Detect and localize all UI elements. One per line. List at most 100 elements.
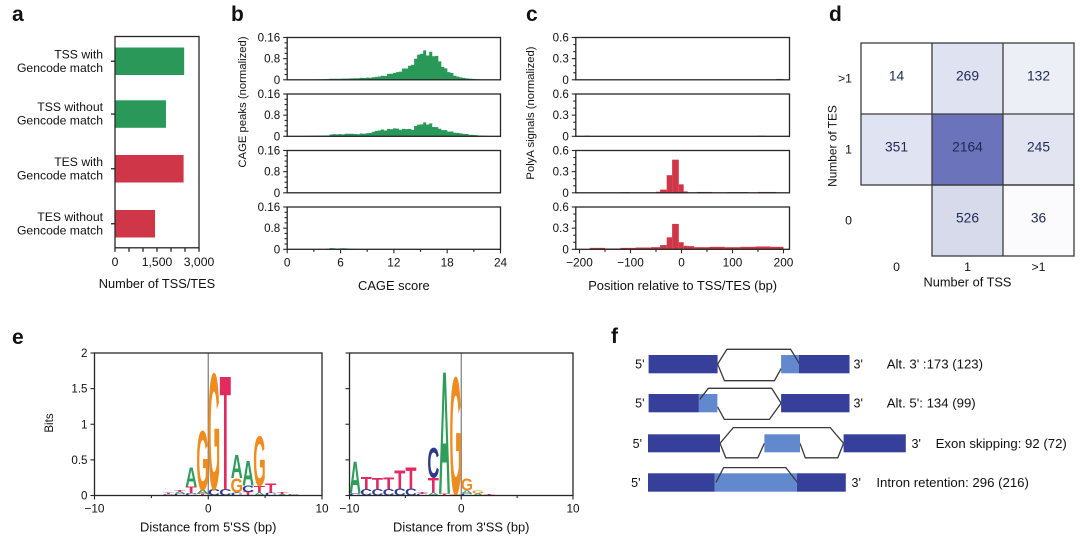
svg-text:T: T (417, 492, 428, 495)
svg-text:TSS with: TSS with (54, 47, 103, 61)
svg-text:G: G (472, 491, 484, 495)
svg-text:2: 2 (81, 347, 87, 360)
svg-text:Number of TES: Number of TES (826, 105, 840, 187)
svg-text:A: A (174, 491, 187, 494)
svg-text:c: c (526, 3, 538, 26)
svg-text:C: C (360, 487, 372, 497)
svg-text:36: 36 (1031, 211, 1047, 226)
svg-text:T: T (394, 466, 405, 495)
svg-text:PolyA signals (normalized): PolyA signals (normalized) (525, 46, 537, 179)
svg-text:C: C (265, 491, 277, 496)
svg-text:G: G (208, 340, 220, 526)
svg-text:6: 6 (337, 255, 344, 269)
svg-text:0.16: 0.16 (258, 145, 281, 158)
svg-text:0: 0 (562, 243, 568, 256)
svg-text:0.5: 0.5 (71, 454, 87, 467)
svg-text:−100: −100 (617, 255, 644, 269)
svg-text:0.6: 0.6 (553, 32, 569, 45)
svg-text:3': 3' (852, 476, 861, 490)
svg-text:0: 0 (562, 187, 568, 200)
svg-text:Distance from 5'SS (bp): Distance from 5'SS (bp) (140, 520, 276, 535)
svg-text:C: C (185, 492, 197, 496)
svg-text:−10: −10 (339, 502, 359, 516)
svg-text:T: T (186, 485, 197, 495)
svg-text:526: 526 (956, 211, 979, 226)
svg-text:0: 0 (458, 502, 465, 516)
svg-text:>1: >1 (1031, 260, 1045, 274)
svg-text:0: 0 (274, 243, 280, 256)
svg-text:A: A (461, 490, 473, 495)
svg-text:0.16: 0.16 (258, 201, 281, 214)
svg-text:G: G (230, 473, 242, 496)
svg-text:Gencode match: Gencode match (17, 114, 103, 128)
svg-text:10: 10 (566, 502, 580, 516)
svg-text:0.6: 0.6 (553, 88, 569, 101)
svg-text:0.8: 0.8 (264, 222, 280, 235)
svg-text:Gencode match: Gencode match (17, 61, 103, 75)
svg-text:G: G (461, 475, 473, 495)
svg-text:Alt. 5': 134 (99): Alt. 5': 134 (99) (887, 396, 976, 411)
svg-text:2164: 2164 (952, 140, 983, 155)
svg-text:C: C (405, 487, 417, 498)
svg-text:0: 0 (284, 255, 291, 269)
svg-text:T: T (383, 474, 395, 493)
svg-text:T: T (174, 490, 185, 493)
svg-text:0.16: 0.16 (258, 32, 281, 45)
svg-text:0.8: 0.8 (264, 53, 280, 66)
svg-text:C: C (371, 487, 383, 497)
svg-text:100: 100 (723, 255, 743, 269)
svg-text:A: A (231, 448, 243, 486)
svg-text:0.6: 0.6 (553, 145, 569, 158)
svg-text:3,000: 3,000 (184, 255, 215, 269)
svg-text:C: C (174, 493, 187, 496)
svg-text:A: A (197, 489, 209, 495)
svg-text:C: C (461, 493, 474, 497)
svg-text:Exon skipping: 92 (72): Exon skipping: 92 (72) (936, 436, 1067, 451)
svg-text:0.16: 0.16 (258, 88, 281, 101)
svg-text:5': 5' (635, 397, 644, 411)
svg-text:C: C (416, 494, 429, 496)
svg-text:A: A (242, 454, 254, 494)
svg-text:T: T (277, 491, 288, 495)
svg-text:G: G (196, 413, 208, 509)
svg-text:12: 12 (387, 255, 400, 269)
svg-text:G: G (253, 421, 265, 501)
svg-text:C: C (394, 487, 406, 498)
svg-text:Gencode match: Gencode match (17, 223, 103, 237)
svg-text:T: T (163, 493, 174, 495)
svg-text:0.8: 0.8 (264, 166, 280, 179)
svg-text:T: T (372, 475, 384, 492)
svg-text:0: 0 (205, 502, 212, 516)
svg-text:b: b (231, 3, 244, 26)
svg-text:Gencode match: Gencode match (17, 168, 103, 182)
svg-text:d: d (829, 3, 842, 26)
svg-text:Position relative to TSS/TES (: Position relative to TSS/TES (bp) (588, 278, 777, 293)
svg-text:0: 0 (845, 214, 852, 228)
svg-text:0: 0 (274, 130, 280, 143)
svg-text:CAGE score: CAGE score (358, 278, 430, 293)
svg-text:T: T (242, 491, 254, 497)
svg-text:0.6: 0.6 (553, 201, 569, 214)
svg-text:351: 351 (885, 140, 908, 155)
svg-text:A: A (253, 491, 265, 496)
svg-text:TES without: TES without (37, 210, 103, 224)
svg-text:18: 18 (441, 255, 455, 269)
svg-text:T: T (405, 462, 416, 496)
svg-text:0: 0 (893, 260, 900, 274)
svg-text:0: 0 (678, 255, 685, 269)
svg-text:5': 5' (633, 437, 642, 451)
svg-text:0: 0 (562, 74, 568, 87)
svg-text:A: A (439, 336, 451, 532)
svg-text:0.3: 0.3 (553, 166, 569, 179)
svg-text:T: T (428, 474, 439, 498)
svg-text:Distance from 3'SS (bp): Distance from 3'SS (bp) (393, 520, 529, 535)
svg-text:f: f (611, 325, 619, 348)
svg-text:T: T (439, 493, 450, 497)
svg-text:0.3: 0.3 (553, 109, 569, 122)
svg-text:T: T (197, 493, 208, 496)
svg-text:1: 1 (845, 143, 852, 157)
svg-text:C: C (242, 484, 254, 494)
svg-text:A: A (349, 453, 361, 504)
svg-text:>1: >1 (838, 72, 852, 86)
svg-text:0.3: 0.3 (553, 53, 569, 66)
